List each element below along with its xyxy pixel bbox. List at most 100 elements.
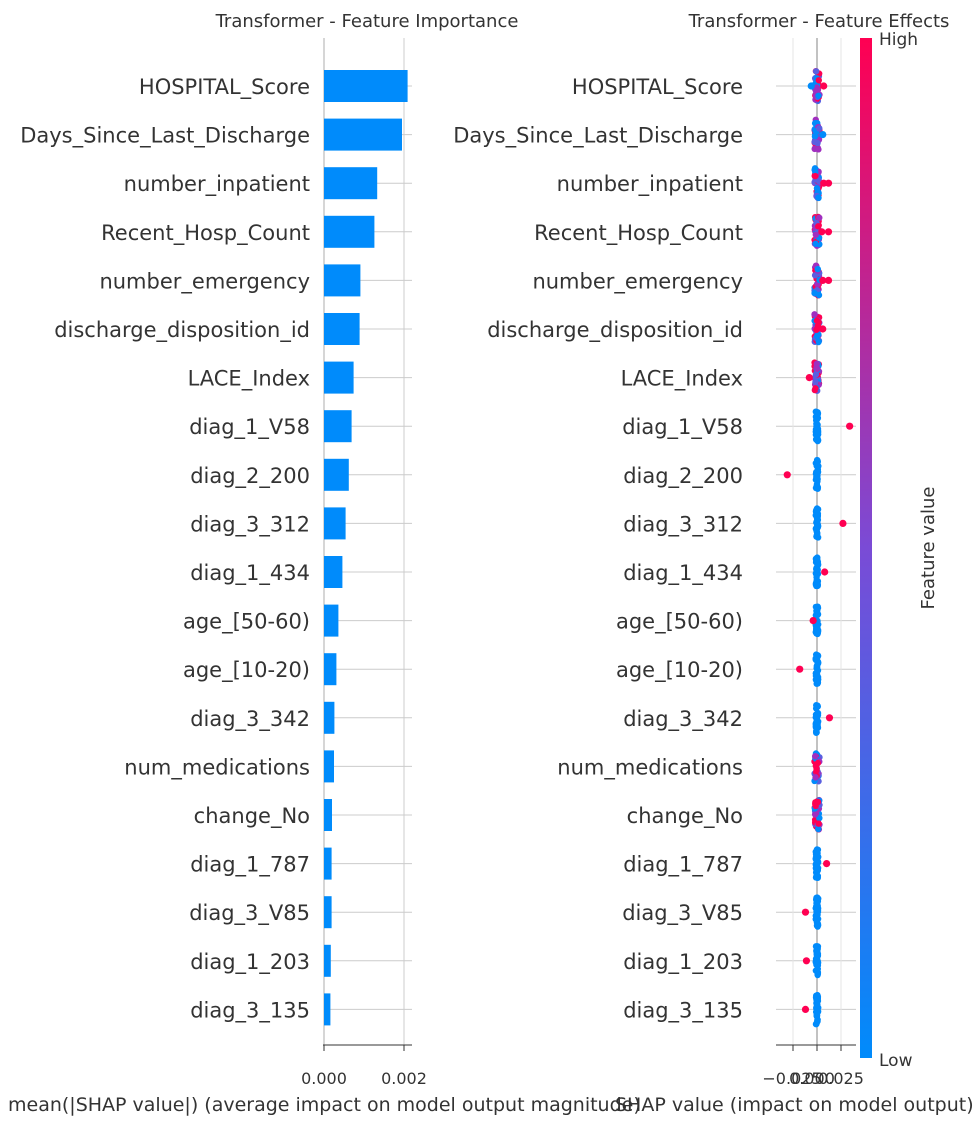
importance-feature-label: diag_2_200 <box>190 464 310 489</box>
shap-point <box>811 166 818 174</box>
importance-bar <box>324 944 331 977</box>
importance-feature-labels: HOSPITAL_Score Days_Since_Last_Dischargen… <box>20 75 310 1023</box>
colorbar <box>860 38 872 1058</box>
importance-bar <box>324 653 337 686</box>
effects-feature-label: diag_2_200 <box>623 464 743 489</box>
shap-point <box>814 265 822 273</box>
effects-feature-label: Recent_Hosp_Count <box>534 221 743 246</box>
importance-bar <box>324 410 352 443</box>
importance-tick-label: 0.002 <box>381 1069 427 1088</box>
shap-point <box>814 566 821 573</box>
colorbar-title: Feature value <box>918 487 939 610</box>
shap-point <box>812 240 819 247</box>
effects-feature-label: diag_3_135 <box>623 998 743 1023</box>
effects-tick-label: −0.025 <box>762 1069 821 1088</box>
shap-outlier-point <box>839 519 847 528</box>
importance-bar <box>324 313 360 345</box>
importance-bar <box>324 264 361 297</box>
shap-point <box>813 473 820 481</box>
shap-point <box>813 532 821 539</box>
effects-feature-label: diag_1_787 <box>623 853 743 878</box>
shap-point <box>813 894 820 901</box>
effects-feature-label: diag_3_342 <box>623 707 743 732</box>
shap-point <box>812 774 819 781</box>
shap-outlier-point <box>796 665 804 673</box>
shap-outlier-point <box>820 179 828 187</box>
importance-feature-label: diag_3_135 <box>190 998 310 1023</box>
effects-feature-label: diag_1_203 <box>623 950 743 975</box>
shap-outlier-point <box>809 617 817 625</box>
importance-bar <box>324 70 408 102</box>
effects-feature-label: LACE_Index <box>621 367 743 392</box>
shap-outlier-point <box>807 82 815 90</box>
shap-outlier-point <box>825 714 834 722</box>
effects-feature-label: diag_3_V85 <box>622 901 743 926</box>
shap-point <box>815 820 822 827</box>
shap-point <box>814 905 822 912</box>
shap-point <box>813 1010 820 1018</box>
importance-feature-label: number_inpatient <box>124 172 310 197</box>
importance-bar <box>324 750 334 783</box>
shap-point <box>811 138 818 146</box>
importance-feature-label: diag_3_312 <box>190 512 310 537</box>
colorbar-low-label: Low <box>879 1051 913 1071</box>
shap-point <box>814 1018 821 1025</box>
importance-bar <box>324 993 331 1026</box>
shap-outlier-point <box>801 1005 810 1014</box>
colorbar-high-label: High <box>879 30 918 50</box>
importance-feature-label: diag_1_203 <box>190 950 310 975</box>
importance-bar <box>324 799 332 831</box>
shap-point <box>814 680 821 687</box>
shap-point <box>814 994 821 1002</box>
shap-point <box>812 408 820 415</box>
importance-feature-label: diag_1_434 <box>190 561 310 586</box>
shap-point <box>814 943 822 950</box>
shap-point <box>813 714 821 722</box>
importance-bar <box>324 556 343 588</box>
importance-bar <box>324 847 332 880</box>
shap-point <box>816 125 823 132</box>
importance-feature-label: LACE_Index <box>188 367 310 392</box>
shap-point <box>812 379 819 386</box>
shap-point <box>814 582 821 589</box>
shap-point <box>815 146 822 153</box>
importance-feature-label: diag_1_787 <box>190 853 310 878</box>
shap-point <box>811 753 819 760</box>
importance-title: Transformer - Feature Importance <box>215 11 519 32</box>
shap-point <box>812 231 819 238</box>
effects-feature-label: HOSPITAL_Score <box>572 75 743 100</box>
shap-point <box>814 703 821 710</box>
importance-feature-label: change_No <box>194 804 310 829</box>
shap-point <box>813 672 820 679</box>
shap-point <box>811 133 819 140</box>
importance-feature-label: diag_1_V58 <box>189 415 310 440</box>
effects-xlabel: SHAP value (impact on model output) <box>615 1094 974 1116</box>
shap-point <box>813 951 821 959</box>
shap-point <box>814 971 821 979</box>
effects-feature-label: change_No <box>627 804 743 829</box>
importance-bar <box>324 215 375 248</box>
effects-feature-label: age_[50-60) <box>616 610 743 635</box>
shap-point <box>814 429 822 436</box>
shap-outlier-point <box>802 957 811 965</box>
shap-point <box>816 814 823 822</box>
shap-point <box>812 68 820 75</box>
effects-tick-label: 0.000 <box>789 1069 835 1088</box>
effects-feature-label: diag_1_V58 <box>622 415 743 440</box>
shap-point <box>812 371 820 378</box>
shap-point <box>813 360 820 368</box>
effects-tick-label: 0.025 <box>818 1069 864 1088</box>
shap-point <box>815 223 822 230</box>
shap-point <box>815 77 823 84</box>
shap-outlier-point <box>818 228 826 236</box>
shap-point <box>812 436 820 443</box>
shap-point <box>814 709 822 717</box>
importance-bar <box>324 458 349 491</box>
shap-point <box>815 825 822 833</box>
shap-point <box>812 802 819 810</box>
shap-point <box>812 862 820 869</box>
importance-bar <box>324 604 339 637</box>
shap-point <box>814 923 821 930</box>
